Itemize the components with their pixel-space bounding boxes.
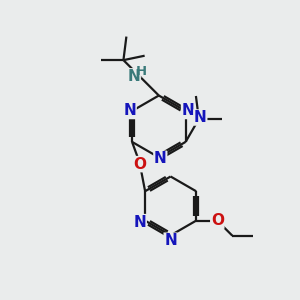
Text: H: H [136, 65, 147, 78]
Text: N: N [194, 110, 207, 125]
Text: N: N [123, 103, 136, 118]
Text: N: N [182, 103, 194, 118]
Text: N: N [154, 151, 167, 166]
Text: N: N [128, 69, 140, 84]
Text: N: N [164, 233, 177, 248]
Text: O: O [134, 157, 147, 172]
Text: O: O [211, 213, 224, 228]
Text: N: N [134, 214, 146, 230]
